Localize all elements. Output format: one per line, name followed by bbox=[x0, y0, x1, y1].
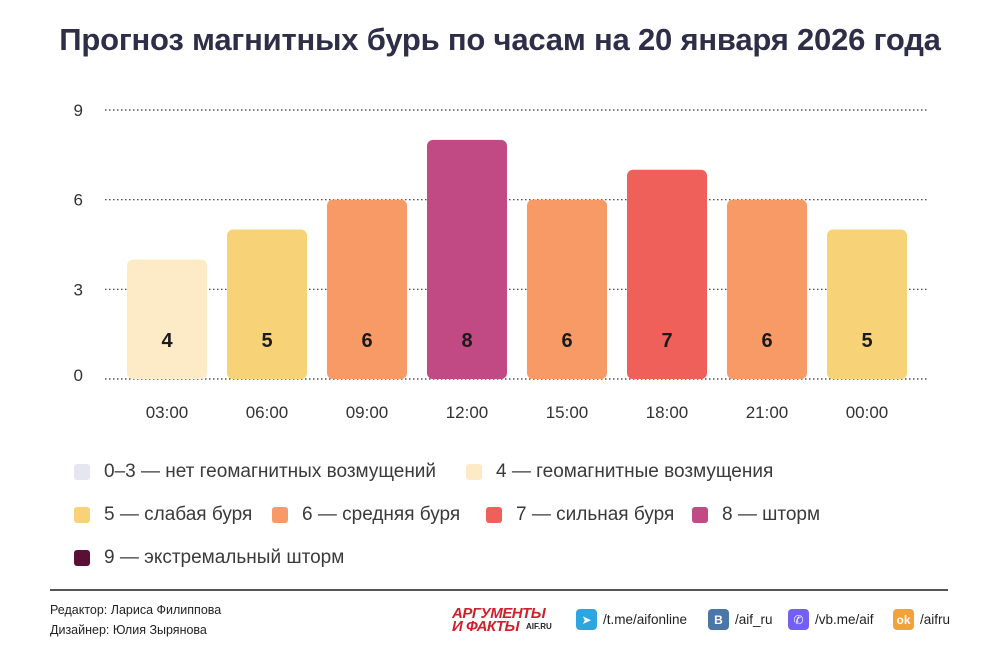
bar bbox=[127, 259, 207, 379]
bar bbox=[527, 199, 607, 379]
legend-item: 9 — экстремальный шторм bbox=[74, 547, 344, 569]
legend-swatch bbox=[74, 464, 90, 480]
legend-label: 0–3 — нет геомагнитных возмущений bbox=[104, 461, 437, 482]
data-label: 6 bbox=[361, 330, 372, 352]
social-link[interactable]: ✆ /vb.me/aif bbox=[788, 609, 874, 630]
social-link-label: /t.me/aifonline bbox=[603, 612, 688, 627]
legend-label: 4 — геомагнитные возмущения bbox=[496, 461, 774, 482]
editor-credit: Редактор: Лариса Филиппова bbox=[50, 603, 222, 617]
logo-site: AIF.RU bbox=[526, 622, 552, 631]
vk-icon: B bbox=[708, 609, 729, 630]
x-tick-label: 06:00 bbox=[246, 403, 289, 422]
x-tick-label: 12:00 bbox=[446, 403, 489, 422]
legend-swatch bbox=[486, 507, 502, 523]
social-link[interactable]: B/aif_ru bbox=[708, 609, 773, 630]
x-tick-label: 09:00 bbox=[346, 403, 389, 422]
viber-icon: ✆ bbox=[788, 609, 809, 630]
y-tick-label: 6 bbox=[74, 191, 83, 210]
telegram-icon: ➤ bbox=[576, 609, 597, 630]
bar bbox=[427, 139, 507, 379]
data-label: 4 bbox=[161, 330, 173, 352]
legend-item: 0–3 — нет геомагнитных возмущений bbox=[74, 461, 436, 483]
footer-divider bbox=[50, 589, 948, 591]
bar bbox=[227, 229, 307, 379]
legend-label: 6 — средняя буря bbox=[302, 504, 461, 525]
data-label: 6 bbox=[561, 330, 572, 352]
bar bbox=[327, 199, 407, 379]
y-tick-label: 3 bbox=[74, 280, 83, 299]
bar bbox=[827, 229, 907, 379]
x-tick-label: 03:00 bbox=[146, 403, 189, 422]
data-label: 7 bbox=[661, 330, 672, 352]
logo-line2: И ФАКТЫ bbox=[452, 618, 520, 635]
legend-item: 8 — шторм bbox=[692, 504, 820, 526]
y-tick-label: 9 bbox=[74, 101, 83, 120]
credits: Редактор: Лариса Филиппова Дизайнер: Юли… bbox=[50, 600, 221, 640]
odnoklassniki-icon: ok bbox=[893, 609, 914, 630]
social-link-label: /aif_ru bbox=[735, 612, 773, 627]
x-tick-label: 15:00 bbox=[546, 403, 589, 422]
legend-swatch bbox=[272, 507, 288, 523]
social-link[interactable]: ok/aifru bbox=[893, 609, 950, 630]
data-label: 6 bbox=[761, 330, 772, 352]
legend-item: 7 — сильная буря bbox=[486, 504, 674, 526]
chart-title: Прогноз магнитных бурь по часам на 20 ян… bbox=[59, 22, 941, 57]
aif-logo[interactable]: АРГУМЕНТЫ И ФАКТЫ AIF.RU bbox=[452, 605, 562, 635]
legend-label: 9 — экстремальный шторм bbox=[104, 547, 345, 568]
bar-chart: 0 3 6 9 4 03:00 5 06:00 6 09:00 8 12:00 6 15:00 7 18:00… bbox=[74, 101, 928, 422]
data-label: 5 bbox=[261, 330, 272, 352]
data-label: 5 bbox=[861, 330, 872, 352]
data-label: 8 bbox=[461, 330, 472, 352]
legend-item: 5 — слабая буря bbox=[74, 504, 252, 526]
legend-swatch bbox=[74, 550, 90, 566]
y-tick-label: 0 bbox=[74, 366, 83, 385]
social-link-label: /vb.me/aif bbox=[815, 612, 874, 627]
legend-swatch bbox=[74, 507, 90, 523]
legend-label: 7 — сильная буря bbox=[516, 504, 675, 525]
bar bbox=[627, 169, 707, 379]
legend-swatch bbox=[466, 464, 482, 480]
social-link[interactable]: ➤ /t.me/aifonline bbox=[576, 609, 687, 630]
x-tick-label: 21:00 bbox=[746, 403, 789, 422]
social-link-label: /aifru bbox=[920, 612, 951, 627]
legend-swatch bbox=[692, 507, 708, 523]
logo-line1: АРГУМЕНТЫ bbox=[452, 605, 546, 622]
legend-item: 4 — геомагнитные возмущения bbox=[466, 461, 773, 483]
legend-label: 5 — слабая буря bbox=[104, 504, 253, 525]
bar bbox=[727, 199, 807, 379]
designer-credit: Дизайнер: Юлия Зырянова bbox=[50, 623, 207, 637]
x-tick-label: 18:00 bbox=[646, 403, 689, 422]
legend-label: 8 — шторм bbox=[722, 504, 821, 525]
x-tick-label: 00:00 bbox=[846, 403, 889, 422]
legend-item: 6 — средняя буря bbox=[272, 504, 460, 526]
